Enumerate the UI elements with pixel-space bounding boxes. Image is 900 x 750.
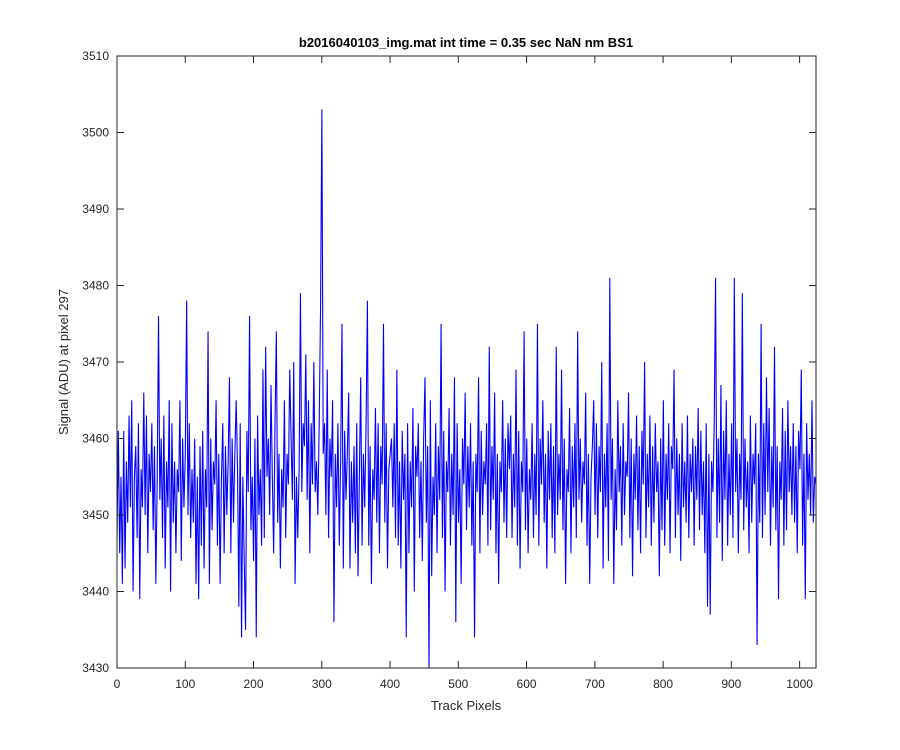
y-tick-label: 3460	[82, 432, 109, 446]
y-tick-label: 3490	[82, 202, 109, 216]
y-axis-label: Signal (ADU) at pixel 297	[56, 289, 71, 435]
x-tick-label: 500	[448, 677, 468, 691]
x-tick-label: 900	[721, 677, 741, 691]
x-axis-ticks: 0 100 200 300 400 500 600 700 800 900 1000	[114, 56, 813, 691]
x-tick-label: 400	[380, 677, 400, 691]
x-tick-label: 800	[653, 677, 673, 691]
y-tick-label: 3480	[82, 279, 109, 293]
x-tick-label: 200	[244, 677, 264, 691]
y-tick-label: 3510	[82, 49, 109, 63]
plot-area	[117, 56, 816, 668]
y-tick-label: 3440	[82, 585, 109, 599]
y-tick-label: 3470	[82, 355, 109, 369]
y-tick-label: 3500	[82, 126, 109, 140]
chart-title: b2016040103_img.mat int time = 0.35 sec …	[299, 35, 633, 50]
x-tick-label: 300	[312, 677, 332, 691]
x-tick-label: 100	[175, 677, 195, 691]
x-tick-label: 600	[517, 677, 537, 691]
x-tick-label: 0	[114, 677, 121, 691]
y-tick-label: 3430	[82, 661, 109, 675]
y-axis-ticks: 3430 3440 3450 3460 3470 3480 3490 3500 3510	[82, 49, 816, 675]
x-tick-label: 1000	[786, 677, 813, 691]
x-axis-label: Track Pixels	[431, 698, 502, 713]
x-tick-label: 700	[585, 677, 605, 691]
y-tick-label: 3450	[82, 508, 109, 522]
series-line	[116, 109, 817, 669]
